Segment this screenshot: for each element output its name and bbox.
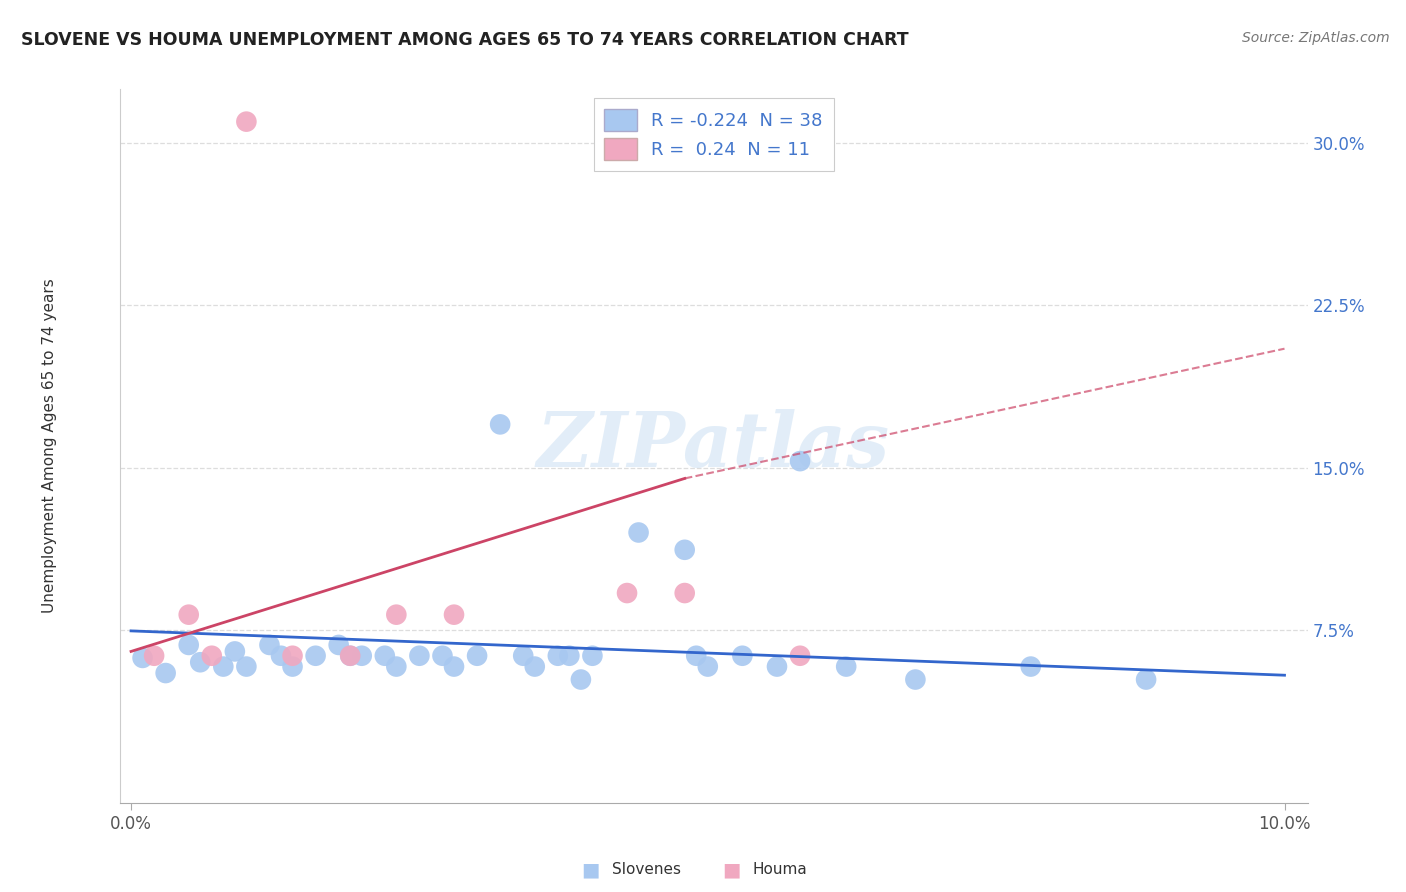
Text: Slovenes: Slovenes bbox=[612, 863, 681, 877]
Point bbox=[201, 648, 224, 663]
Point bbox=[569, 673, 592, 687]
Point bbox=[673, 586, 696, 600]
Y-axis label: Unemployment Among Ages 65 to 74 years: Unemployment Among Ages 65 to 74 years bbox=[42, 278, 58, 614]
Point bbox=[581, 648, 603, 663]
Text: SLOVENE VS HOUMA UNEMPLOYMENT AMONG AGES 65 TO 74 YEARS CORRELATION CHART: SLOVENE VS HOUMA UNEMPLOYMENT AMONG AGES… bbox=[21, 31, 908, 49]
Text: Houma: Houma bbox=[752, 863, 807, 877]
Point bbox=[235, 659, 257, 673]
Point bbox=[374, 648, 396, 663]
Point bbox=[408, 648, 430, 663]
Point bbox=[616, 586, 638, 600]
Point bbox=[339, 648, 361, 663]
Point bbox=[558, 648, 581, 663]
Point bbox=[270, 648, 292, 663]
Point bbox=[304, 648, 326, 663]
Point bbox=[443, 607, 465, 622]
Text: ZIPatlas: ZIPatlas bbox=[537, 409, 890, 483]
Point bbox=[731, 648, 754, 663]
Point bbox=[177, 638, 200, 652]
Point bbox=[512, 648, 534, 663]
Point bbox=[281, 648, 304, 663]
Point bbox=[212, 659, 235, 673]
Point bbox=[789, 648, 811, 663]
Point bbox=[904, 673, 927, 687]
Point bbox=[224, 644, 246, 658]
Point bbox=[489, 417, 512, 432]
Point bbox=[131, 651, 153, 665]
Text: ■: ■ bbox=[721, 860, 741, 880]
Point bbox=[385, 659, 408, 673]
Point bbox=[443, 659, 465, 673]
Point bbox=[281, 659, 304, 673]
Point bbox=[766, 659, 789, 673]
Point bbox=[1019, 659, 1042, 673]
Point bbox=[627, 525, 650, 540]
Point bbox=[432, 648, 454, 663]
Text: ■: ■ bbox=[581, 860, 600, 880]
Point bbox=[696, 659, 718, 673]
Point bbox=[155, 666, 177, 681]
Point bbox=[235, 114, 257, 128]
Point bbox=[328, 638, 350, 652]
Point bbox=[789, 454, 811, 468]
Point bbox=[259, 638, 281, 652]
Legend: R = -0.224  N = 38, R =  0.24  N = 11: R = -0.224 N = 38, R = 0.24 N = 11 bbox=[593, 98, 834, 171]
Point bbox=[523, 659, 546, 673]
Point bbox=[673, 542, 696, 557]
Point bbox=[835, 659, 858, 673]
Point bbox=[143, 648, 166, 663]
Point bbox=[385, 607, 408, 622]
Point bbox=[350, 648, 373, 663]
Point bbox=[465, 648, 488, 663]
Point bbox=[339, 648, 361, 663]
Point bbox=[685, 648, 707, 663]
Point bbox=[177, 607, 200, 622]
Point bbox=[1135, 673, 1157, 687]
Text: Source: ZipAtlas.com: Source: ZipAtlas.com bbox=[1241, 31, 1389, 45]
Point bbox=[547, 648, 569, 663]
Point bbox=[188, 655, 211, 669]
